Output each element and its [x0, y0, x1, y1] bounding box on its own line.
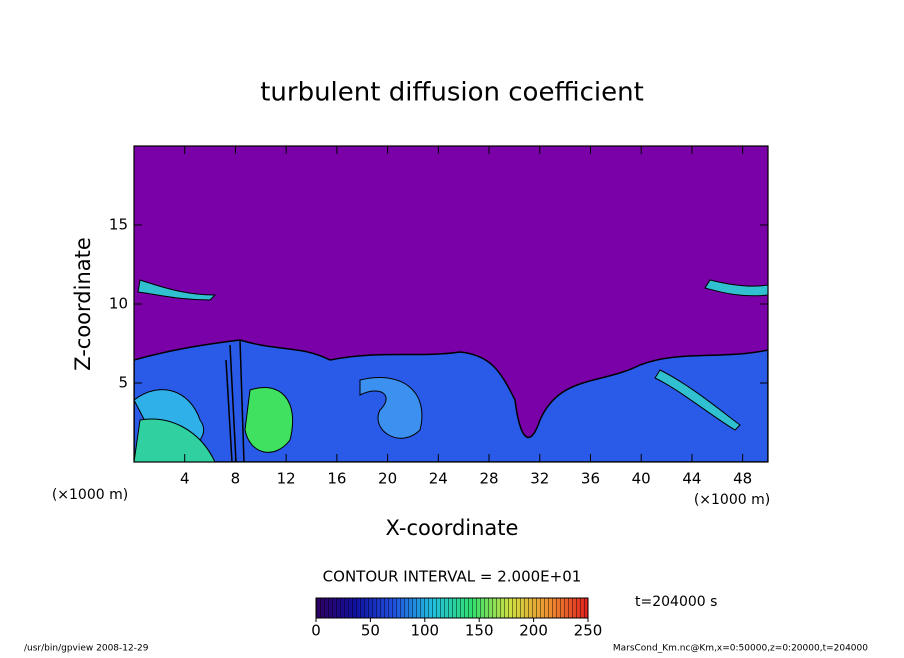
- x-tick-label: 44: [682, 470, 701, 488]
- colorbar-frame: [315, 597, 589, 619]
- x-tick-label: 24: [429, 470, 448, 488]
- x-tick-label: 4: [180, 470, 190, 488]
- x-tick-label: 28: [479, 470, 498, 488]
- contour-interval: CONTOUR INTERVAL = 2.000E+01: [323, 568, 582, 586]
- y-axis-label: Z-coordinate: [71, 237, 95, 371]
- footer-left: /usr/bin/gpview 2008-12-29: [24, 644, 149, 654]
- x-tick-label: 32: [530, 470, 549, 488]
- x-tick-label: 12: [277, 470, 296, 488]
- field: [134, 146, 768, 462]
- footer-right: MarsCond_Km.nc@Km,x=0:50000,z=0:20000,t=…: [613, 644, 868, 654]
- x-tick-label: 40: [632, 470, 651, 488]
- colorbar-tick-label: 0: [311, 622, 321, 640]
- colorbar-tick-label: 200: [519, 622, 548, 640]
- x-tick-label: 8: [231, 470, 241, 488]
- y-unit: (×1000 m): [52, 487, 128, 503]
- time-label: t=204000 s: [635, 594, 717, 610]
- colorbar-tick-label: 100: [410, 622, 439, 640]
- colorbar-tick-label: 50: [361, 622, 380, 640]
- colorbar-tick-label: 150: [465, 622, 494, 640]
- colorbar-lines: [316, 598, 588, 618]
- y-tick-label: 5: [118, 374, 128, 392]
- x-tick-label: 36: [581, 470, 600, 488]
- x-tick-label: 16: [327, 470, 346, 488]
- y-tick-label: 10: [109, 295, 128, 313]
- x-unit: (×1000 m): [694, 492, 770, 508]
- x-tick-label: 48: [733, 470, 752, 488]
- colorbar-tick-label: 250: [574, 622, 603, 640]
- x-axis-label: X-coordinate: [386, 516, 519, 540]
- x-tick-label: 20: [378, 470, 397, 488]
- y-tick-label: 15: [109, 216, 128, 234]
- chart-title: turbulent diffusion coefficient: [260, 78, 644, 108]
